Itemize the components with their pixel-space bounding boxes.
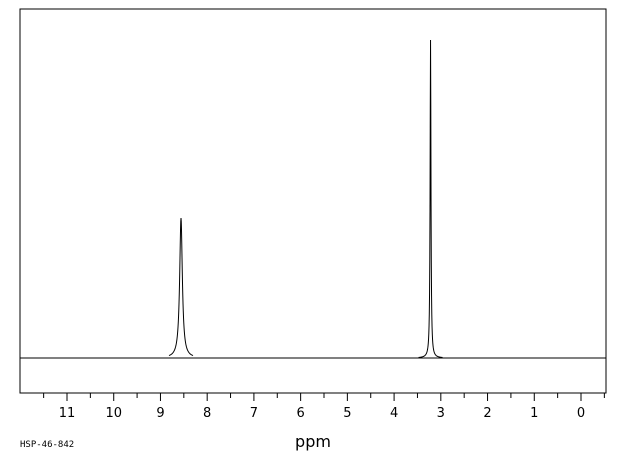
sample-id-label: HSP-46-842 [20,440,74,450]
x-tick-label: 2 [483,406,491,421]
plot-frame [19,8,607,394]
x-axis-tick-labels: 11 10 9 8 7 6 5 4 3 2 1 0 [59,406,585,421]
x-tick-label: 5 [343,406,351,421]
x-tick-label: 6 [296,406,304,421]
x-axis-ticks [43,393,605,401]
spectrum-peak [168,218,194,357]
x-tick-label: 4 [390,406,398,421]
x-tick-label: 9 [156,406,164,421]
spectrum-peak [418,39,443,358]
x-tick-label: 1 [530,406,538,421]
x-tick-label: 8 [203,406,211,421]
x-axis-title: ppm [295,432,331,451]
x-tick-label: 11 [59,406,76,421]
x-tick-label: 7 [250,406,258,421]
x-tick-label: 3 [437,406,445,421]
x-tick-label: 10 [105,406,122,421]
x-tick-label: 0 [577,406,585,421]
spectrum-peaks [168,39,443,358]
